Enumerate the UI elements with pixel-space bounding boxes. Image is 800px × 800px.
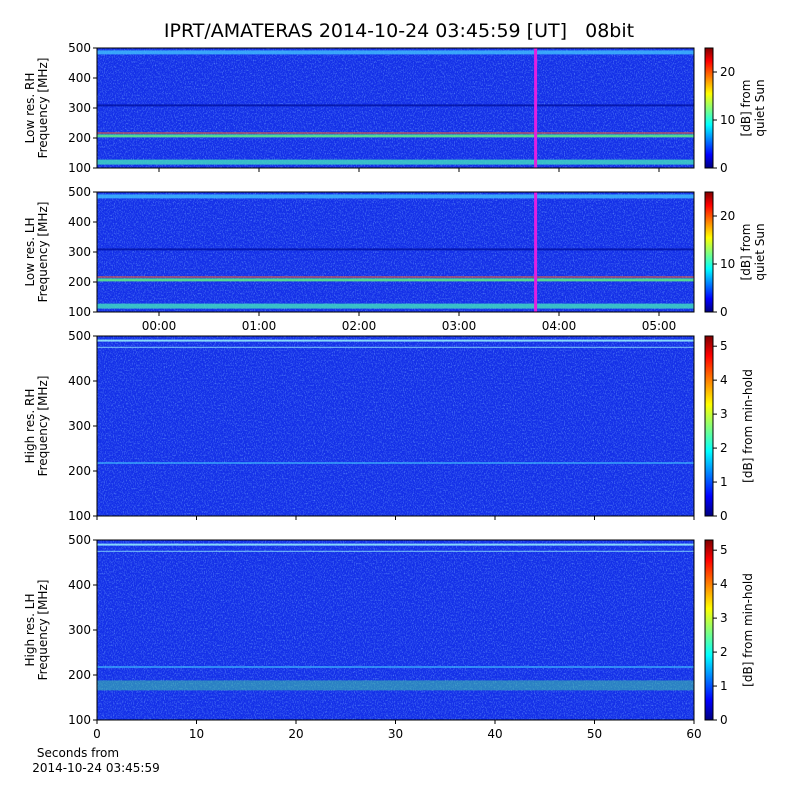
colorbar-tick-label: 20 bbox=[720, 65, 735, 79]
y-tick-label: 500 bbox=[68, 185, 91, 199]
y-axis-label: Frequency [MHz] bbox=[36, 202, 50, 303]
spectrogram-band bbox=[97, 550, 694, 552]
y-tick-label: 400 bbox=[68, 578, 91, 592]
y-tick-label: 300 bbox=[68, 245, 91, 259]
spectrogram-noise bbox=[97, 48, 694, 168]
colorbar-label: [dB] from min-hold bbox=[741, 573, 755, 687]
y-tick-label: 500 bbox=[68, 329, 91, 343]
y-axis-label: Low res. RH bbox=[23, 73, 37, 144]
colorbar-tick-label: 10 bbox=[720, 113, 735, 127]
x-tick-label: 02:00 bbox=[342, 319, 377, 333]
x-tick-label: 30 bbox=[388, 727, 403, 741]
colorbar bbox=[704, 335, 714, 517]
y-tick-label: 100 bbox=[68, 713, 91, 727]
y-tick-label: 300 bbox=[68, 419, 91, 433]
y-tick-label: 300 bbox=[68, 101, 91, 115]
y-tick-label: 500 bbox=[68, 533, 91, 547]
spectrogram-band bbox=[97, 159, 694, 165]
colorbar-tick-label: 10 bbox=[720, 257, 735, 271]
colorbar-tick-label: 4 bbox=[720, 373, 728, 387]
colorbar-label: [dB] from bbox=[739, 224, 753, 281]
colorbar-tick-label: 1 bbox=[720, 679, 728, 693]
y-axis-label: Frequency [MHz] bbox=[36, 580, 50, 681]
y-axis-label: Frequency [MHz] bbox=[36, 376, 50, 477]
colorbar-label: quiet Sun bbox=[753, 223, 767, 280]
time-marker bbox=[534, 48, 538, 168]
spectrogram-noise bbox=[97, 192, 694, 312]
time-marker bbox=[534, 192, 538, 312]
spectrogram-band bbox=[97, 276, 694, 278]
colorbar bbox=[704, 539, 714, 721]
x-tick-label: 00:00 bbox=[142, 319, 177, 333]
colorbar-tick-label: 4 bbox=[720, 577, 728, 591]
y-tick-label: 400 bbox=[68, 71, 91, 85]
x-tick-label: 20 bbox=[288, 727, 303, 741]
y-axis-label: High res. LH bbox=[23, 593, 37, 666]
spectrogram-band bbox=[97, 132, 694, 134]
colorbar-tick-label: 2 bbox=[720, 441, 728, 455]
colorbar-label: [dB] from min-hold bbox=[741, 369, 755, 483]
spectrogram-band bbox=[97, 104, 694, 107]
colorbar bbox=[704, 47, 714, 169]
y-tick-label: 300 bbox=[68, 623, 91, 637]
colorbar bbox=[704, 191, 714, 313]
y-tick-label: 200 bbox=[68, 464, 91, 478]
colorbar-tick-label: 0 bbox=[720, 305, 728, 319]
spectrogram-band bbox=[97, 248, 694, 251]
x-tick-label: 03:00 bbox=[442, 319, 477, 333]
y-tick-label: 400 bbox=[68, 374, 91, 388]
x-tick-label: 60 bbox=[686, 727, 701, 741]
spectrogram-band bbox=[97, 134, 694, 138]
colorbar-tick-label: 0 bbox=[720, 713, 728, 727]
spectrogram-band bbox=[97, 346, 694, 348]
spectrogram-band bbox=[97, 50, 694, 55]
chart-title: IPRT/AMATERAS 2014-10-24 03:45:59 [UT] 0… bbox=[164, 20, 634, 42]
spectrogram-band bbox=[97, 666, 694, 668]
y-tick-label: 100 bbox=[68, 509, 91, 523]
colorbar-tick-label: 5 bbox=[720, 543, 728, 557]
colorbar-label: [dB] from bbox=[739, 80, 753, 137]
x-axis-label: 2014-10-24 03:45:59 bbox=[32, 761, 159, 775]
x-tick-label: 01:00 bbox=[242, 319, 277, 333]
spectrogram-noise bbox=[97, 336, 694, 516]
x-axis-label: Seconds from bbox=[37, 746, 119, 760]
spectrogram-band bbox=[97, 339, 694, 342]
colorbar-tick-label: 2 bbox=[720, 645, 728, 659]
y-axis-label: High res. RH bbox=[23, 389, 37, 464]
x-tick-label: 10 bbox=[189, 727, 204, 741]
spectrogram-band bbox=[97, 303, 694, 309]
y-tick-label: 400 bbox=[68, 215, 91, 229]
y-tick-label: 200 bbox=[68, 668, 91, 682]
x-tick-label: 05:00 bbox=[642, 319, 677, 333]
y-tick-label: 200 bbox=[68, 131, 91, 145]
x-tick-label: 04:00 bbox=[542, 319, 577, 333]
spectrogram-band bbox=[97, 278, 694, 282]
y-tick-label: 500 bbox=[68, 41, 91, 55]
y-tick-label: 200 bbox=[68, 275, 91, 289]
colorbar-tick-label: 3 bbox=[720, 611, 728, 625]
y-tick-label: 100 bbox=[68, 305, 91, 319]
colorbar-tick-label: 5 bbox=[720, 339, 728, 353]
colorbar-tick-label: 0 bbox=[720, 161, 728, 175]
y-tick-label: 100 bbox=[68, 161, 91, 175]
colorbar-tick-label: 0 bbox=[720, 509, 728, 523]
colorbar-tick-label: 1 bbox=[720, 475, 728, 489]
spectrogram-band bbox=[97, 462, 694, 464]
spectrogram-band bbox=[97, 680, 694, 691]
spectrogram-band bbox=[97, 543, 694, 546]
y-axis-label: Low res. LH bbox=[23, 217, 37, 286]
x-tick-label: 50 bbox=[587, 727, 602, 741]
colorbar-tick-label: 20 bbox=[720, 209, 735, 223]
x-tick-label: 0 bbox=[93, 727, 101, 741]
colorbar-tick-label: 3 bbox=[720, 407, 728, 421]
spectrogram-band bbox=[97, 194, 694, 199]
colorbar-label: quiet Sun bbox=[753, 79, 767, 136]
spectrogram-noise bbox=[97, 540, 694, 720]
y-axis-label: Frequency [MHz] bbox=[36, 58, 50, 159]
x-tick-label: 40 bbox=[487, 727, 502, 741]
